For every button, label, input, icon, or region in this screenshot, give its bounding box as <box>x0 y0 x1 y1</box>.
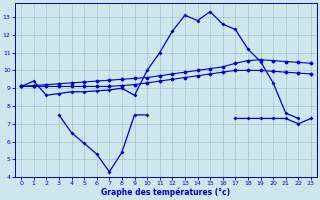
X-axis label: Graphe des températures (°c): Graphe des températures (°c) <box>101 188 231 197</box>
